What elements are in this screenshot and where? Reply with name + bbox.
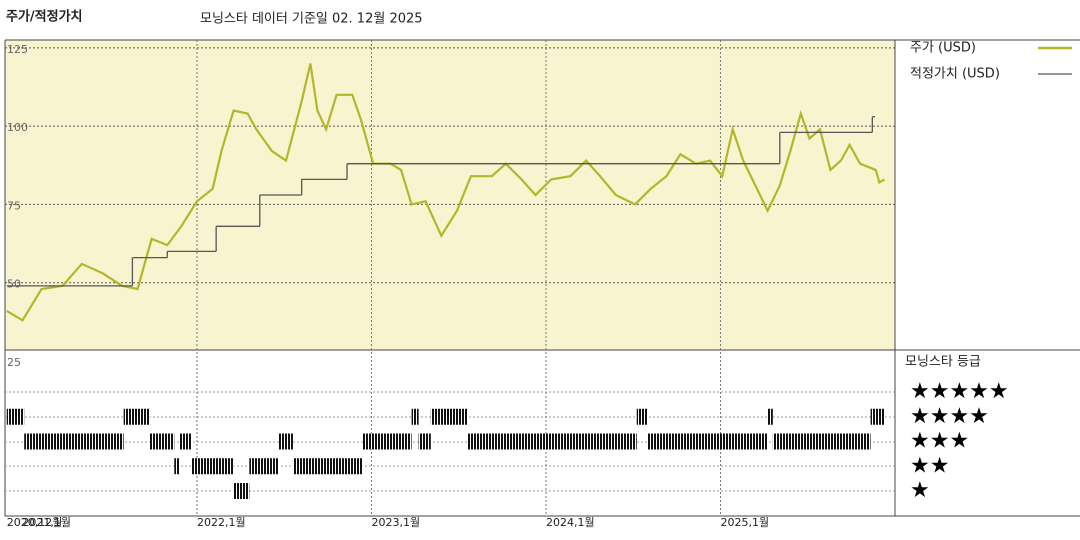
rating-bar: [870, 408, 885, 425]
rating-legend: ★: [910, 478, 930, 503]
rating-bar: [233, 483, 250, 499]
legend-label: 적정가치 (USD): [910, 67, 1000, 82]
chart-subtitle: 모닝스타 데이터 기준일 02. 12월 2025: [200, 12, 423, 27]
x-tick-label: 2022,1월: [197, 516, 246, 529]
rating-bar: [249, 458, 279, 475]
rating-bar: [430, 408, 468, 425]
x-tick-label: 2024,1월: [546, 516, 595, 529]
rating-bar: [467, 433, 637, 450]
price-line: [6, 63, 886, 322]
x-tick-label: 2020,12월: [7, 516, 63, 529]
rating-bar: [179, 433, 192, 450]
rating-legend: ★★★★: [910, 404, 989, 429]
rating-bar: [362, 433, 412, 450]
y-tick-label: 125: [7, 43, 28, 56]
y-tick-label: 25: [7, 356, 21, 369]
rating-bar: [191, 458, 234, 475]
legend-label: 주가 (USD): [910, 41, 976, 56]
x-tick-label: 2025,1월: [720, 516, 769, 529]
rating-bar: [278, 433, 293, 450]
rating-bar: [123, 408, 150, 425]
rating-bar: [292, 458, 363, 475]
rating-bar: [149, 433, 175, 450]
plot-background: [5, 40, 895, 350]
y-tick-label: 50: [7, 278, 21, 291]
rating-bar: [411, 408, 419, 425]
chart-title: 주가/적정가치: [6, 9, 83, 25]
x-tick-label: 2021,1월: [22, 516, 71, 529]
y-tick-label: 100: [7, 121, 28, 134]
x-tick-label: 2023,1월: [371, 516, 420, 529]
rating-bar: [174, 458, 180, 475]
rating-bar: [418, 433, 431, 450]
rating-bar: [647, 433, 768, 450]
rating-legend: ★★★★★: [910, 379, 1009, 404]
rating-bar: [636, 408, 648, 425]
rating-legend: ★★: [910, 453, 949, 478]
rating-title: 모닝스타 등급: [905, 355, 981, 370]
rating-bar: [6, 408, 25, 425]
y-tick-label: 75: [7, 199, 21, 212]
rating-bar: [772, 433, 871, 450]
rating-bar: [24, 433, 124, 450]
rating-legend: ★★★: [910, 429, 969, 454]
rating-bar: [767, 408, 773, 425]
